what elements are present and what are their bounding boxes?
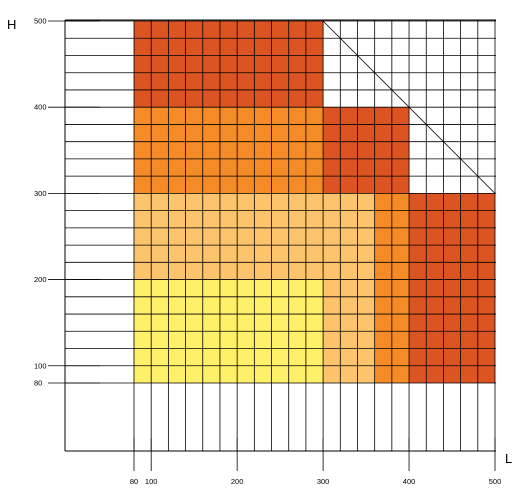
x-tick-label-500: 500 [489,477,502,486]
region-zone-3-4 [134,107,324,194]
y-axis-title: H [7,17,16,32]
region-zone-4-5 [409,193,495,383]
x-tick-label-300: 300 [317,477,330,486]
axes: 80 100 200 300 400 500 80 100 200 300 400 500 [34,17,501,487]
grid-lines [65,20,496,451]
region-zone-4-7 [134,21,324,108]
y-tick-label-500: 500 [34,17,47,26]
y-tick-label-100: 100 [34,361,47,370]
y-tick-label-300: 300 [34,189,47,198]
x-tick-label-100: 100 [145,477,158,486]
x-tick-label-400: 400 [403,477,416,486]
x-tick-label-200: 200 [231,477,244,486]
y-tick-label-400: 400 [34,103,47,112]
diagonal-boundary [322,20,496,194]
x-tick-label-80: 80 [130,477,138,486]
y-tick-label-80: 80 [34,379,42,388]
y-tick-label-200: 200 [34,275,47,284]
x-axis-title: L [505,451,512,466]
region-zone-4-6 [323,107,410,194]
